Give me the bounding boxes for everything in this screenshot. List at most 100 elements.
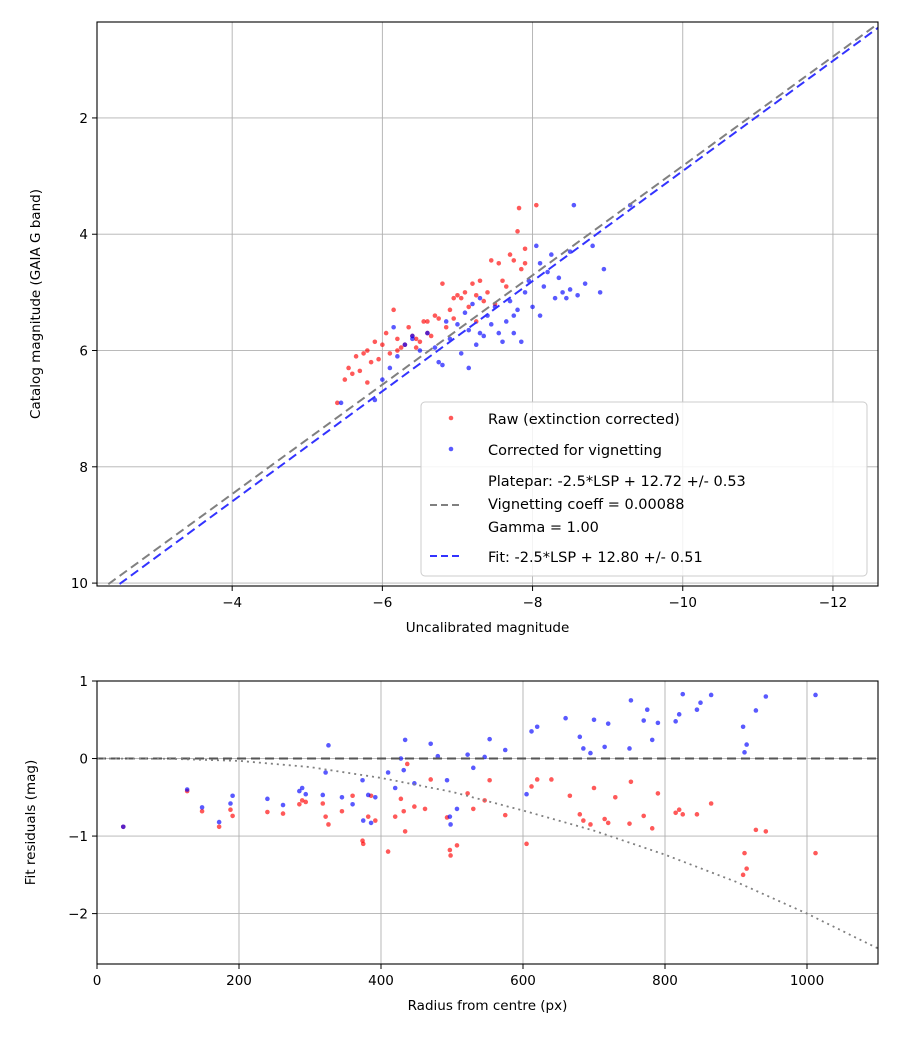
data-point bbox=[590, 243, 595, 249]
data-point bbox=[567, 287, 573, 292]
data-point bbox=[342, 377, 348, 382]
data-point bbox=[432, 313, 438, 318]
data-point bbox=[458, 351, 464, 356]
data-point bbox=[601, 266, 607, 272]
data-point bbox=[184, 787, 190, 792]
data-point bbox=[357, 368, 363, 374]
data-point bbox=[365, 814, 371, 819]
data-point bbox=[470, 281, 475, 286]
data-point bbox=[422, 806, 428, 812]
data-point bbox=[591, 785, 597, 791]
data-point bbox=[641, 813, 646, 819]
data-point bbox=[534, 724, 540, 730]
x-tick-label: 600 bbox=[510, 973, 536, 989]
data-point bbox=[428, 333, 434, 339]
data-point bbox=[511, 258, 517, 263]
legend-label-platepar-line: Platepar: -2.5*LSP + 12.72 +/- 0.53 bbox=[488, 474, 746, 490]
data-point bbox=[454, 843, 460, 848]
data-point bbox=[380, 377, 385, 382]
data-point bbox=[436, 316, 441, 321]
data-point bbox=[462, 290, 468, 295]
data-point bbox=[372, 339, 378, 345]
data-point bbox=[435, 753, 441, 759]
plot-area bbox=[104, 22, 878, 586]
data-point bbox=[644, 707, 650, 712]
data-point bbox=[627, 746, 632, 751]
data-point bbox=[280, 811, 286, 816]
data-point bbox=[744, 866, 749, 871]
legend-label-platepar-line: Vignetting coeff = 0.00088 bbox=[488, 497, 684, 513]
data-point bbox=[549, 777, 554, 782]
y-tick-label: 4 bbox=[79, 227, 88, 243]
data-point bbox=[485, 290, 490, 295]
data-point bbox=[417, 339, 423, 345]
data-point bbox=[440, 362, 445, 368]
data-point bbox=[500, 339, 505, 345]
data-point bbox=[448, 853, 453, 858]
data-point bbox=[425, 330, 430, 336]
data-point bbox=[339, 808, 345, 814]
data-point bbox=[534, 243, 539, 249]
data-point bbox=[581, 746, 586, 751]
data-point bbox=[597, 290, 603, 295]
data-point bbox=[395, 336, 400, 342]
data-point bbox=[230, 793, 235, 799]
data-point bbox=[265, 796, 270, 802]
x-tick-label: 1000 bbox=[790, 973, 824, 989]
data-point bbox=[380, 342, 385, 348]
data-point bbox=[680, 691, 686, 697]
data-point bbox=[545, 269, 550, 275]
data-point bbox=[541, 284, 547, 289]
axes-frame bbox=[96, 21, 879, 587]
data-point bbox=[368, 820, 374, 826]
data-point bbox=[563, 715, 568, 721]
data-point bbox=[447, 814, 453, 819]
data-point bbox=[502, 747, 508, 753]
data-point bbox=[297, 788, 302, 794]
data-point bbox=[524, 841, 529, 847]
main-plot: −4 −6 −8 −10 −12 2 4 6 8 10 Uncalibrated magnitude… bbox=[28, 21, 879, 636]
data-point bbox=[323, 770, 328, 775]
data-point bbox=[216, 819, 222, 825]
data-point bbox=[454, 806, 460, 812]
data-point bbox=[458, 295, 464, 301]
data-point bbox=[385, 770, 391, 775]
data-point bbox=[395, 348, 400, 353]
ticks: 0 200 400 600 800 1000 1 0 −1 −2 bbox=[68, 674, 824, 989]
data-point bbox=[529, 784, 534, 789]
data-point bbox=[534, 777, 540, 782]
data-point bbox=[323, 814, 328, 819]
data-point bbox=[265, 809, 270, 815]
data-point bbox=[373, 795, 378, 800]
y-tick-label: 0 bbox=[79, 752, 88, 768]
data-point bbox=[440, 281, 445, 286]
x-tick-label: 200 bbox=[226, 973, 252, 989]
data-point bbox=[515, 229, 520, 234]
legend-marker-raw bbox=[448, 415, 454, 421]
data-point bbox=[326, 822, 331, 827]
data-point bbox=[518, 339, 524, 345]
data-point bbox=[303, 799, 309, 805]
data-point bbox=[655, 791, 661, 796]
data-point bbox=[421, 319, 426, 324]
x-tick-label: 400 bbox=[368, 973, 394, 989]
data-point bbox=[481, 333, 487, 339]
legend-label-platepar-line: Gamma = 1.00 bbox=[488, 520, 599, 536]
data-point bbox=[605, 721, 611, 726]
data-point bbox=[473, 292, 479, 298]
legend-label-raw: Raw (extinction corrected) bbox=[488, 412, 680, 428]
y-axis-label: Fit residuals (mag) bbox=[23, 760, 39, 885]
y-tick-label: −2 bbox=[68, 907, 88, 923]
data-point bbox=[443, 319, 449, 324]
data-point bbox=[676, 712, 682, 717]
data-point bbox=[413, 345, 419, 350]
y-tick-label: 8 bbox=[79, 460, 88, 476]
data-point bbox=[353, 354, 359, 359]
data-point bbox=[360, 777, 365, 783]
y-tick-label: 1 bbox=[79, 674, 88, 690]
data-point bbox=[462, 310, 468, 316]
data-point bbox=[552, 295, 558, 301]
data-point bbox=[230, 813, 235, 819]
data-point bbox=[477, 330, 483, 336]
data-point bbox=[455, 292, 460, 298]
